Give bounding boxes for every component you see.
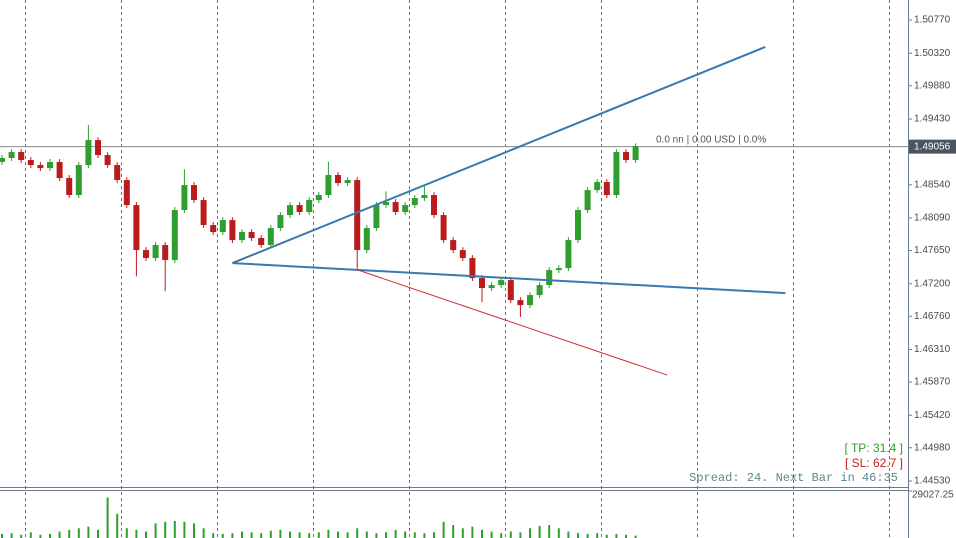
candle-body	[315, 195, 322, 201]
candle-body	[632, 146, 639, 161]
y-tick-label: 1.50770	[914, 15, 951, 26]
trend-line	[232, 46, 766, 265]
price-label-box	[909, 139, 956, 154]
candle-body	[594, 182, 601, 191]
candle-body	[421, 195, 428, 199]
candle-body	[546, 270, 553, 286]
candle-body	[469, 258, 476, 279]
y-tick-label: 1.47650	[914, 245, 951, 256]
candle-body	[527, 295, 533, 306]
candle-body	[258, 238, 265, 246]
candle-body	[431, 195, 437, 216]
y-tick-label: 1.44980	[914, 442, 951, 453]
candle-body	[603, 182, 610, 196]
candle-body	[56, 162, 63, 179]
candle-body	[440, 215, 447, 241]
candle-body	[133, 205, 140, 251]
candle-body	[575, 210, 581, 241]
candle-body	[584, 190, 591, 211]
y-tick-label: 1.49430	[914, 114, 951, 125]
tp-label: [ TP: 31.4 ]	[845, 441, 903, 455]
candle-body	[8, 152, 15, 159]
candle-body	[162, 245, 169, 261]
candle-body	[181, 185, 188, 211]
candle-body	[27, 160, 34, 166]
candle-body	[210, 225, 217, 233]
candle-body	[507, 280, 514, 301]
candle-body	[143, 250, 149, 259]
candle-body	[85, 140, 92, 166]
candle-body	[248, 232, 255, 239]
candle-body	[0, 158, 5, 162]
y-tick-label: 1.48540	[914, 179, 951, 190]
y-tick-label: 1.49880	[914, 80, 951, 91]
candle-body	[191, 185, 197, 201]
candle-body	[95, 140, 101, 156]
candle-body	[373, 205, 380, 229]
price-label: 1.49056	[914, 141, 951, 152]
candle-body	[392, 202, 399, 213]
status-text: Spread: 24. Next Bar in 46:35	[689, 471, 898, 485]
candle-body	[219, 220, 226, 233]
candle-body	[613, 152, 620, 196]
candle-body	[488, 285, 495, 289]
candle-body	[267, 228, 274, 246]
y-tick-label: 1.50320	[914, 48, 951, 59]
candle-body	[498, 280, 505, 286]
y-tick-label: 1.46760	[914, 311, 951, 322]
candle-body	[459, 250, 466, 259]
y-tick-label: 1.48090	[914, 213, 951, 224]
candle-body	[104, 155, 111, 166]
candle-body	[402, 205, 409, 213]
candle-body	[344, 180, 351, 184]
candle-body	[200, 200, 207, 226]
candle-body	[306, 200, 313, 213]
candle-body	[114, 165, 121, 181]
candle-body	[555, 268, 562, 271]
candle-body	[37, 165, 44, 169]
candle-body	[171, 210, 178, 261]
candle-body	[18, 152, 25, 161]
candle-body	[325, 175, 332, 196]
candle-body	[277, 215, 284, 229]
candle-body	[623, 152, 629, 161]
candle-body	[479, 278, 485, 289]
candle-body	[565, 240, 572, 269]
candle-body	[335, 175, 341, 184]
candle-body	[152, 245, 159, 259]
y-tick-label: 1.47200	[914, 278, 951, 289]
price-info: 0.0 nn | 0.00 USD | 0.0%	[656, 134, 766, 145]
trend-line	[232, 262, 786, 295]
candle-body	[450, 240, 457, 251]
y-tick-label: 1.46310	[914, 344, 951, 355]
candle-body	[123, 180, 130, 206]
candle-body	[75, 165, 82, 196]
candle-body	[229, 220, 236, 241]
candle-body	[517, 300, 524, 306]
volume-tick-label: 29027.25	[912, 490, 954, 501]
candle-body	[66, 178, 73, 196]
candle-body	[411, 198, 418, 206]
trend-line	[357, 269, 668, 376]
candle-body	[287, 205, 293, 216]
candle-body	[47, 162, 53, 169]
candle-body	[296, 205, 303, 213]
candle-body	[354, 180, 361, 251]
y-tick-label: 1.44530	[914, 476, 951, 487]
candle-body	[239, 232, 245, 241]
sl-label: [ SL: 62.7 ]	[845, 456, 903, 470]
candle-body	[363, 228, 370, 251]
candle-body	[536, 285, 543, 296]
y-tick-label: 1.45870	[914, 377, 951, 388]
candle-body	[383, 202, 389, 206]
y-tick-label: 1.45420	[914, 410, 951, 421]
